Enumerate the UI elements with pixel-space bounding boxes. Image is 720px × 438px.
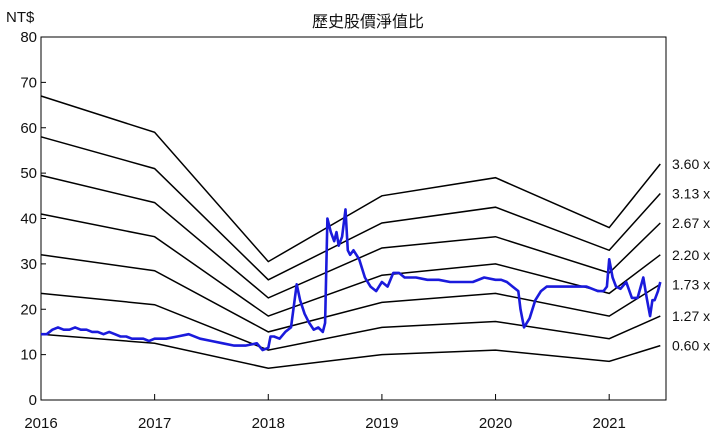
band-labels: 3.60 x 3.13 x 2.67 x 2.20 x 1.73 x 1.27 x 0.60… xyxy=(672,156,710,353)
band-line-3 xyxy=(40,213,661,317)
chart-title: 歷史股價淨值比 xyxy=(312,12,424,31)
band-line-0 xyxy=(40,95,661,263)
y-tick-label: 50 xyxy=(20,165,37,182)
band-line-1 xyxy=(40,136,661,281)
band-label: 2.67 x xyxy=(672,215,710,231)
y-tick-label: 80 xyxy=(20,29,37,46)
band-label: 1.73 x xyxy=(672,276,710,292)
price-line-0 xyxy=(41,208,662,352)
y-tick-label: 30 xyxy=(20,256,37,273)
plot-frame xyxy=(40,36,667,401)
band-line-6 xyxy=(40,333,661,369)
x-tick-label: 2020 xyxy=(479,415,512,432)
x-tick-label: 2021 xyxy=(592,415,625,432)
y-tick-label: 20 xyxy=(20,301,37,318)
band-label: 1.27 x xyxy=(672,308,710,324)
y-tick-label: 10 xyxy=(20,347,37,364)
band-label: 3.13 x xyxy=(672,186,710,202)
y-tick-label: 60 xyxy=(20,120,37,137)
x-tick-label: 2018 xyxy=(252,415,285,432)
x-tick-label: 2017 xyxy=(138,415,171,432)
y-axis: 0 10 20 30 40 50 60 70 80 xyxy=(20,29,46,409)
x-tick-label: 2019 xyxy=(365,415,398,432)
band-line-4 xyxy=(40,254,661,333)
x-axis: 2016 2017 2018 2019 2020 2021 xyxy=(24,394,626,432)
y-axis-label: NT$ xyxy=(6,9,35,26)
y-tick-label: 70 xyxy=(20,74,37,91)
band-line-2 xyxy=(40,174,661,299)
band-line-5 xyxy=(40,292,661,351)
y-tick-label: 40 xyxy=(20,211,37,228)
band-label: 2.20 x xyxy=(672,247,710,263)
price-series xyxy=(41,208,662,352)
band-label: 3.60 x xyxy=(672,156,710,172)
x-tick-label: 2016 xyxy=(24,415,57,432)
y-tick-label: 0 xyxy=(29,392,37,409)
band-label: 0.60 x xyxy=(672,338,710,354)
pbr-band-lines xyxy=(40,95,661,369)
